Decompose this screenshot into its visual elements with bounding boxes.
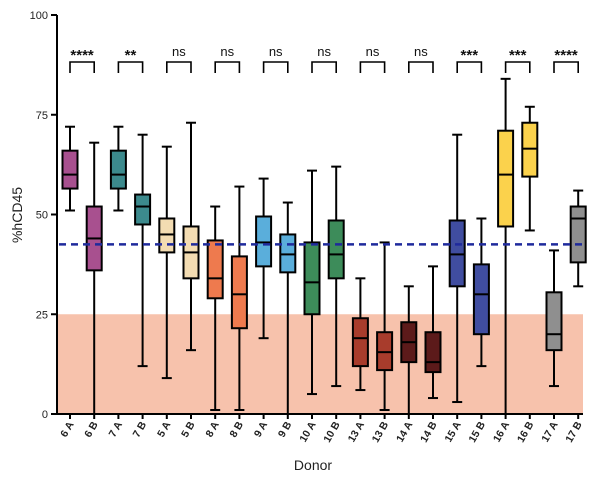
y-tick-label: 25 (36, 309, 48, 321)
x-tick-label: 6 B (82, 419, 101, 440)
box-body (424, 331, 442, 374)
x-tick-label: 8 B (227, 419, 246, 440)
significance-label: ** (125, 47, 137, 64)
box-14-a (400, 285, 418, 415)
box-17-a (545, 249, 563, 388)
comparison-15a: *** (456, 47, 483, 73)
box-body (230, 255, 248, 330)
comparison-10a: ns (311, 44, 337, 73)
comparison-5a: ns (166, 44, 192, 73)
x-tick-label: 8 A (203, 419, 222, 439)
significance-label: *** (461, 47, 479, 64)
box-5-b (182, 121, 200, 352)
box-17-b (569, 189, 587, 288)
comparison-14a: ns (408, 44, 434, 73)
x-tick-label: 14 A (394, 419, 415, 444)
box-9-a (255, 177, 273, 340)
significance-label: **** (70, 47, 94, 64)
box-13-a (351, 277, 369, 392)
box-14-b (424, 265, 442, 400)
comparison-13a: ns (359, 44, 386, 73)
x-tick-label: 9 B (276, 419, 295, 440)
y-tick-label: 50 (36, 210, 48, 222)
significance-bracket (553, 61, 579, 73)
x-tick-label: 10 B (321, 419, 343, 445)
x-tick-label: 17 B (563, 419, 585, 445)
comparisons-layer: **** ** ns ns ns ns ns ns *** *** **** (69, 44, 579, 73)
significance-bracket (117, 61, 144, 73)
significance-bracket (311, 61, 337, 73)
box-body (109, 149, 127, 190)
x-tick-label: 15 A (443, 419, 464, 444)
box-body (569, 205, 587, 264)
x-tick-label: 5 B (179, 419, 198, 440)
box-body (351, 317, 369, 368)
x-tick-label: 5 A (155, 419, 174, 439)
comparison-6a: **** (69, 47, 95, 73)
x-tick-label: 17 A (539, 419, 560, 444)
significance-bracket (69, 61, 95, 73)
box-body (206, 239, 224, 300)
x-tick-label: 10 A (297, 419, 318, 444)
box-body (303, 241, 321, 316)
significance-label: ns (220, 44, 234, 59)
comparison-8a: ns (214, 44, 241, 73)
x-tick-label: 7 A (107, 419, 126, 439)
significance-label: ns (269, 44, 283, 59)
x-tick-label: 16 B (515, 419, 537, 445)
box-body (545, 291, 563, 352)
significance-label: ns (317, 44, 331, 59)
x-tick-label: 13 A (346, 419, 367, 444)
x-axis-title: Donor (294, 457, 332, 473)
significance-label: *** (509, 47, 527, 64)
comparison-7a: ** (117, 47, 144, 73)
box-16-b (521, 105, 539, 232)
box-body (327, 219, 345, 280)
x-tick-label: 9 A (252, 419, 271, 439)
x-tick-label: 7 B (131, 419, 150, 440)
y-tick-label: 100 (30, 10, 48, 22)
significance-bracket (504, 61, 531, 73)
boxes-layer (61, 77, 587, 415)
x-tick-label: 14 B (418, 419, 440, 445)
box-13-b (376, 241, 394, 412)
box-10-b (327, 165, 345, 388)
box-body (497, 129, 515, 228)
comparison-9a: ns (262, 44, 289, 73)
box-body (134, 193, 152, 226)
significance-label: ns (366, 44, 380, 59)
significance-bracket (359, 61, 386, 73)
box-7-b (134, 133, 152, 368)
box-body (472, 263, 490, 336)
shaded-region-layer (58, 314, 583, 414)
significance-bracket (166, 61, 192, 73)
box-8-a (206, 205, 224, 412)
comparison-17a: **** (553, 47, 579, 73)
box-15-b (472, 217, 490, 368)
box-7-a (109, 125, 127, 212)
x-tick-label: 15 B (467, 419, 489, 445)
x-tick-label: 16 A (491, 419, 512, 444)
significance-bracket (456, 61, 483, 73)
comparison-16a: *** (504, 47, 531, 73)
box-body (61, 149, 79, 190)
significance-label: ns (414, 44, 428, 59)
y-axis-title: %hCD45 (9, 187, 25, 243)
significance-label: **** (554, 47, 578, 64)
significance-label: ns (172, 44, 186, 59)
box-15-a (448, 133, 466, 404)
y-tick-label: 0 (42, 409, 48, 421)
box-6-a (61, 125, 79, 212)
box-10-a (303, 169, 321, 396)
y-tick-label: 75 (36, 110, 48, 122)
low-engraftment-region (58, 314, 583, 414)
axes-layer: 0 25 50 75 100 6 A 6 B 7 A 7 B 5 A 5 B 8 A 8 B 9 A 9 B… (30, 10, 585, 445)
x-tick-label: 6 A (58, 419, 77, 439)
significance-bracket (262, 61, 289, 73)
significance-bracket (214, 61, 241, 73)
x-tick-label: 13 B (370, 419, 392, 445)
significance-bracket (408, 61, 434, 73)
